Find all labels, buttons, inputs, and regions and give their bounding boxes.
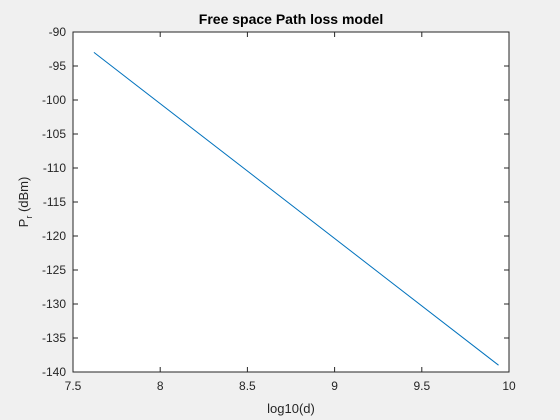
chart-title: Free space Path loss model bbox=[199, 11, 383, 27]
x-axis-label: log10(d) bbox=[267, 401, 315, 416]
y-tick-label: -130 bbox=[42, 297, 66, 311]
y-axis-label-rest: (dBm) bbox=[16, 177, 31, 216]
y-tick-label: -115 bbox=[43, 195, 66, 209]
x-tick-label: 7.5 bbox=[65, 379, 82, 393]
x-axis: 7.5 8 8.5 9 9.5 10 bbox=[65, 32, 516, 393]
y-tick-label: -90 bbox=[49, 25, 67, 39]
y-tick-label: -105 bbox=[42, 127, 66, 141]
y-tick-label: -110 bbox=[43, 161, 66, 175]
y-tick-label: -140 bbox=[42, 365, 66, 379]
x-tick-label: 8.5 bbox=[239, 379, 256, 393]
y-axis-label-subscript: r bbox=[24, 216, 34, 219]
plot-area bbox=[72, 31, 510, 373]
series-group bbox=[93, 52, 499, 366]
y-axis: -90 -95 -100 -105 -110 -115 -120 -125 -130 -135 -1… bbox=[42, 25, 509, 379]
y-axis-label: Pr (dBm) bbox=[16, 177, 34, 228]
y-tick-label: -95 bbox=[49, 59, 67, 73]
y-tick-label: -135 bbox=[42, 331, 66, 345]
y-tick-label: -100 bbox=[42, 93, 66, 107]
y-tick-label: -120 bbox=[42, 229, 66, 243]
x-tick-label: 8 bbox=[157, 379, 164, 393]
series-line bbox=[93, 52, 499, 366]
y-axis-label-main: P bbox=[16, 219, 31, 228]
x-tick-label: 9 bbox=[331, 379, 338, 393]
x-tick-label: 9.5 bbox=[413, 379, 430, 393]
x-tick-label: 10 bbox=[502, 379, 516, 393]
y-tick-label: -125 bbox=[42, 263, 66, 277]
